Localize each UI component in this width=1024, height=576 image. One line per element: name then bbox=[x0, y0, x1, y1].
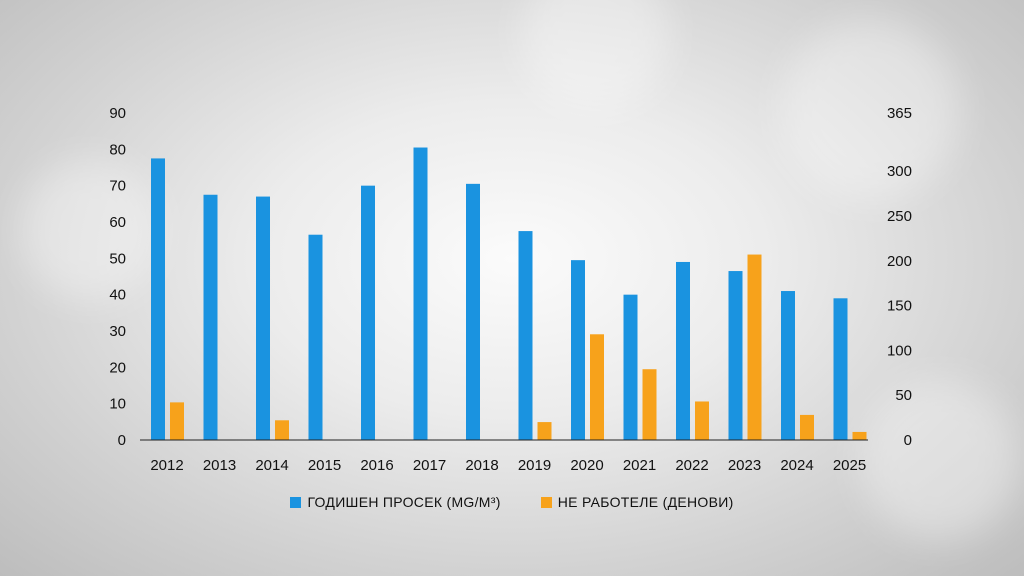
x-axis-ticks: 2012 2013 2014 2015 2016 2017 2018 2019 2020 2021… bbox=[150, 457, 866, 474]
x-tick-label: 2021 bbox=[623, 457, 656, 474]
legend-swatch-orange bbox=[540, 496, 552, 508]
bar-days-not-working-2020 bbox=[590, 334, 604, 440]
bar-days-not-working-2024 bbox=[800, 414, 814, 440]
right-tick-label: 250 bbox=[887, 208, 912, 225]
x-tick-label: 2023 bbox=[728, 457, 761, 474]
right-tick-label: 50 bbox=[895, 387, 912, 404]
x-tick-label: 2012 bbox=[150, 457, 183, 474]
left-axis-ticks: 0 10 20 30 40 50 60 70 80 90 bbox=[109, 105, 126, 449]
bar-days-not-working-2022 bbox=[695, 401, 709, 440]
right-axis-ticks: 0 50 100 150 200 250 300 365 bbox=[887, 105, 912, 449]
bar-days-not-working-2012 bbox=[170, 402, 184, 440]
right-tick-label: 150 bbox=[887, 298, 912, 315]
bars-group bbox=[151, 147, 867, 440]
bar-annual-average-2015 bbox=[308, 234, 323, 440]
bar-annual-average-2021 bbox=[623, 294, 638, 440]
x-tick-label: 2024 bbox=[780, 457, 813, 474]
x-tick-label: 2025 bbox=[833, 457, 866, 474]
x-tick-label: 2014 bbox=[255, 457, 288, 474]
bar-days-not-working-2019 bbox=[537, 422, 552, 440]
x-tick-label: 2019 bbox=[518, 457, 551, 474]
x-tick-label: 2018 bbox=[465, 457, 498, 474]
legend-label-annual-average: ГОДИШЕН ПРОСЕК (MG/M³) bbox=[307, 494, 501, 510]
left-tick-label: 40 bbox=[109, 287, 126, 304]
x-tick-label: 2020 bbox=[570, 457, 603, 474]
bar-days-not-working-2023 bbox=[747, 254, 762, 440]
legend-item-annual-average: ГОДИШЕН ПРОСЕК (MG/M³) bbox=[290, 494, 500, 510]
bar-annual-average-2017 bbox=[413, 147, 428, 440]
left-tick-label: 70 bbox=[109, 178, 126, 195]
right-tick-label: 365 bbox=[887, 105, 912, 122]
right-tick-label: 200 bbox=[887, 253, 912, 270]
left-tick-label: 20 bbox=[109, 359, 126, 376]
bar-annual-average-2016 bbox=[361, 185, 375, 440]
left-tick-label: 0 bbox=[118, 432, 126, 449]
left-tick-label: 10 bbox=[109, 396, 126, 413]
bar-annual-average-2024 bbox=[781, 291, 795, 440]
right-tick-label: 0 bbox=[904, 432, 912, 449]
left-tick-label: 50 bbox=[109, 250, 126, 267]
bar-annual-average-2018 bbox=[466, 183, 480, 440]
bar-annual-average-2014 bbox=[256, 196, 270, 440]
bar-annual-average-2023 bbox=[728, 271, 743, 440]
x-tick-label: 2022 bbox=[675, 457, 708, 474]
left-tick-label: 30 bbox=[109, 323, 126, 340]
x-tick-label: 2013 bbox=[203, 457, 236, 474]
bar-days-not-working-2025 bbox=[852, 431, 867, 440]
right-tick-label: 100 bbox=[887, 342, 912, 359]
bar-days-not-working-2014 bbox=[275, 420, 289, 440]
bar-annual-average-2020 bbox=[571, 260, 585, 440]
right-tick-label: 300 bbox=[887, 163, 912, 180]
legend-label-days-not-working: НЕ РАБОТЕЛЕ (ДЕНОВИ) bbox=[557, 494, 734, 510]
bar-annual-average-2025 bbox=[833, 298, 848, 440]
legend-swatch-blue bbox=[290, 496, 302, 508]
bar-annual-average-2013 bbox=[203, 194, 218, 440]
bar-annual-average-2012 bbox=[151, 158, 165, 440]
legend-item-days-not-working: НЕ РАБОТЕЛЕ (ДЕНОВИ) bbox=[540, 494, 734, 510]
x-tick-label: 2017 bbox=[413, 457, 446, 474]
left-tick-label: 60 bbox=[109, 214, 126, 231]
bar-annual-average-2022 bbox=[676, 261, 690, 440]
left-tick-label: 90 bbox=[109, 105, 126, 122]
legend: ГОДИШЕН ПРОСЕК (MG/M³) НЕ РАБОТЕЛЕ (ДЕНО… bbox=[0, 494, 1024, 510]
bar-days-not-working-2021 bbox=[642, 369, 657, 440]
x-tick-label: 2015 bbox=[308, 457, 341, 474]
left-tick-label: 80 bbox=[109, 141, 126, 158]
bar-annual-average-2019 bbox=[518, 231, 533, 440]
x-tick-label: 2016 bbox=[360, 457, 393, 474]
